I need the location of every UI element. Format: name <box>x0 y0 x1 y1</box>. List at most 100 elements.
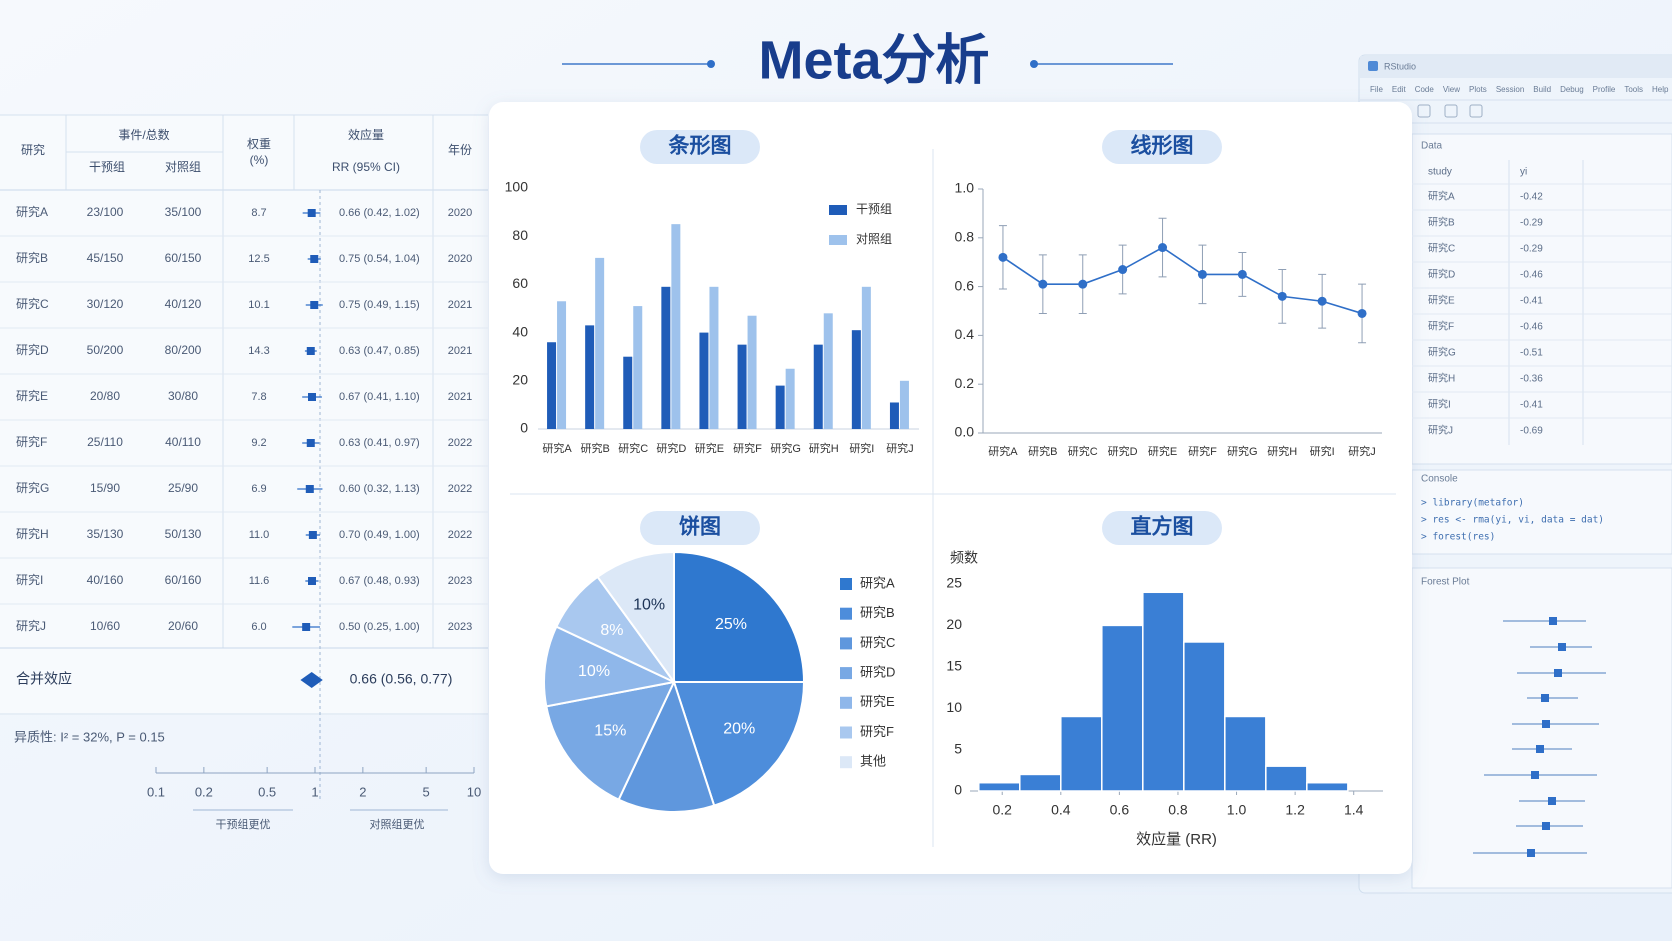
study-name: 研究C <box>16 296 49 311</box>
chart-title-pill <box>1102 130 1222 164</box>
year: 2022 <box>448 529 472 541</box>
x-tick-label: 研究J <box>886 441 914 455</box>
x-tick-label: 研究E <box>1148 444 1177 458</box>
forest-tick-label: 0.1 <box>147 784 165 799</box>
legend-swatch <box>840 696 852 709</box>
bar <box>861 286 871 429</box>
favors-left: 干预组更优 <box>216 817 271 831</box>
pie-slice <box>543 625 678 708</box>
line-point <box>998 252 1008 262</box>
chart-title: 线形图 <box>1131 134 1194 158</box>
year: 2020 <box>448 207 472 219</box>
menu-item: Session <box>1496 85 1524 94</box>
data-cell: -0.36 <box>1520 374 1543 385</box>
legend-swatch <box>840 578 852 590</box>
effect-point <box>308 531 317 539</box>
line-point <box>1317 296 1327 306</box>
y-tick-label: 0 <box>520 420 528 436</box>
legend-swatch <box>840 667 852 680</box>
effect-label: 0.67 (0.48, 0.93) <box>339 575 420 587</box>
x-tick-label: 研究G <box>770 441 801 455</box>
data-cell: 研究A <box>1428 190 1455 203</box>
histogram-bar <box>1224 715 1267 792</box>
menu-item: Edit <box>1392 85 1407 94</box>
mini-point <box>1527 849 1535 857</box>
slice-label: 25% <box>715 616 747 633</box>
bar <box>595 257 605 429</box>
title-dot <box>707 60 715 68</box>
events-control: 25/90 <box>168 481 198 495</box>
events-control: 60/150 <box>165 251 202 265</box>
y-axis-label: 频数 <box>950 550 978 566</box>
events-control: 35/100 <box>165 205 202 219</box>
bar <box>737 344 747 429</box>
bar <box>851 330 861 429</box>
legend-swatch <box>829 235 847 245</box>
effect-point <box>306 439 315 447</box>
events-intervention: 45/150 <box>87 251 124 265</box>
forest-tick-label: 0.2 <box>195 784 213 799</box>
effect-point <box>306 347 315 355</box>
line-series <box>1002 246 1363 315</box>
window-titlebar <box>1360 56 1672 78</box>
legend-label: 对照组 <box>856 232 892 246</box>
x-axis-label: 效应量 (RR) <box>1136 830 1217 848</box>
year: 2023 <box>448 621 472 633</box>
mini-point <box>1558 643 1566 651</box>
data-cell: 研究D <box>1428 268 1455 281</box>
menu-item: Code <box>1415 85 1435 94</box>
line-point <box>1078 279 1088 289</box>
legend-label: 其他 <box>860 754 886 769</box>
x-tick-label: 研究H <box>809 441 839 455</box>
x-tick-label: 研究E <box>695 441 724 455</box>
bar <box>747 315 757 429</box>
events-intervention: 23/100 <box>87 205 124 219</box>
mini-point <box>1541 694 1549 702</box>
y-tick-label: 100 <box>505 179 529 195</box>
mini-point <box>1531 771 1539 779</box>
toolbar-icon <box>1417 104 1431 118</box>
data-cell: 研究C <box>1428 242 1455 255</box>
forest-tick-label: 5 <box>423 784 430 799</box>
data-cell: -0.41 <box>1520 400 1543 411</box>
weight: 6.0 <box>251 621 266 633</box>
y-tick-label: 15 <box>946 658 962 674</box>
data-cell: 研究G <box>1428 346 1456 359</box>
legend-swatch <box>829 205 847 215</box>
forest-tick-label: 1 <box>311 784 318 799</box>
favors-right: 对照组更优 <box>370 817 425 831</box>
pie-slice <box>617 679 716 813</box>
histogram-bar <box>1265 765 1308 792</box>
slice-label: 20% <box>723 721 755 738</box>
events-control: 50/130 <box>165 527 202 541</box>
console-line: > res <- rma(yi, vi, data = dat) <box>1421 515 1604 526</box>
study-name: 研究D <box>16 342 49 357</box>
data-cell: 研究I <box>1428 398 1451 411</box>
y-tick-label: 20 <box>946 616 962 632</box>
events-control: 40/110 <box>165 435 201 449</box>
study-name: 研究B <box>16 250 48 265</box>
histogram-bar <box>1060 715 1103 792</box>
chart-title: 直方图 <box>1131 515 1194 539</box>
x-tick-label: 研究A <box>988 444 1018 458</box>
toolbar-icon <box>1469 104 1483 118</box>
bar <box>699 332 709 429</box>
x-tick-label: 研究B <box>1028 444 1057 458</box>
weight: 6.9 <box>251 483 266 495</box>
data-cell: -0.29 <box>1520 244 1543 255</box>
x-tick-label: 研究I <box>849 441 874 455</box>
slice-label: 10% <box>578 663 610 680</box>
menu-item: Debug <box>1560 85 1584 94</box>
year: 2022 <box>448 437 472 449</box>
effect-point <box>307 577 316 585</box>
events-control: 30/80 <box>168 389 198 403</box>
x-tick-label: 研究B <box>580 441 609 455</box>
forest-tick-label: 10 <box>467 784 481 799</box>
table-header: 干预组 <box>89 160 125 174</box>
x-tick-label: 1.4 <box>1344 802 1364 818</box>
x-tick-label: 研究F <box>733 441 762 455</box>
histogram-bar <box>1019 773 1062 792</box>
data-cell: 研究E <box>1428 294 1455 307</box>
bar <box>899 380 909 429</box>
menu-item: Plots <box>1469 85 1487 94</box>
